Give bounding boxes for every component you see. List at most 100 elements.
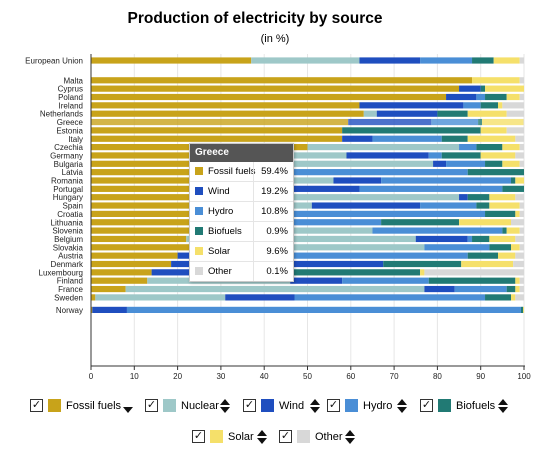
bar-segment[interactable]: [489, 202, 520, 209]
bar-segment[interactable]: [480, 127, 507, 134]
bar-segment[interactable]: [307, 144, 460, 151]
bar-segment[interactable]: [467, 235, 473, 243]
bar-segment[interactable]: [415, 235, 468, 243]
bar-segment[interactable]: [502, 144, 520, 151]
checkbox[interactable]: ✓: [279, 430, 292, 443]
bar-segment[interactable]: [91, 152, 286, 159]
bar-segment[interactable]: [459, 194, 468, 201]
bar-segment[interactable]: [383, 260, 462, 268]
bar-segment[interactable]: [506, 285, 516, 293]
bar-segment[interactable]: [92, 306, 127, 313]
bar-segment[interactable]: [91, 294, 96, 301]
bar-segment[interactable]: [372, 135, 442, 142]
bar-segment[interactable]: [506, 110, 524, 117]
bar-segment[interactable]: [472, 77, 520, 84]
sort-icon[interactable]: [498, 398, 508, 414]
bar-segment[interactable]: [441, 152, 481, 159]
bar-segment[interactable]: [519, 227, 524, 234]
bar-segment[interactable]: [515, 210, 520, 217]
bar-segment[interactable]: [207, 210, 486, 217]
sort-icon[interactable]: [220, 398, 230, 414]
bar-segment[interactable]: [519, 285, 524, 293]
bar-segment[interactable]: [125, 285, 425, 293]
checkbox[interactable]: ✓: [420, 399, 433, 412]
checkbox[interactable]: ✓: [327, 399, 340, 412]
bar-segment[interactable]: [502, 227, 507, 234]
checkbox[interactable]: ✓: [243, 399, 256, 412]
checkbox[interactable]: ✓: [145, 399, 158, 412]
bar-segment[interactable]: [420, 269, 425, 276]
bar-segment[interactable]: [476, 144, 503, 151]
bar-segment[interactable]: [472, 57, 494, 64]
bar-segment[interactable]: [485, 85, 524, 92]
bar-segment[interactable]: [428, 277, 516, 284]
bar-segment[interactable]: [91, 93, 447, 101]
bar-segment[interactable]: [476, 93, 486, 101]
bar-segment[interactable]: [359, 57, 421, 64]
bar-segment[interactable]: [519, 160, 524, 167]
bar-segment[interactable]: [424, 285, 455, 293]
bar-segment[interactable]: [126, 306, 521, 313]
bar-segment[interactable]: [220, 252, 468, 259]
bar-segment[interactable]: [91, 306, 93, 313]
bar-segment[interactable]: [91, 219, 195, 226]
bar-segment[interactable]: [519, 57, 524, 64]
bar-segment[interactable]: [472, 235, 490, 243]
bar-segment[interactable]: [515, 177, 524, 184]
bar-segment[interactable]: [506, 127, 524, 134]
sort-descending-icon[interactable]: [123, 398, 133, 414]
bar-segment[interactable]: [515, 285, 520, 293]
bar-segment[interactable]: [91, 127, 343, 134]
bar-segment[interactable]: [485, 160, 503, 167]
bar-segment[interactable]: [91, 210, 208, 217]
bar-segment[interactable]: [376, 110, 438, 117]
bar-segment[interactable]: [515, 235, 524, 243]
bar-segment[interactable]: [91, 85, 460, 92]
bar-segment[interactable]: [515, 252, 524, 259]
bar-segment[interactable]: [255, 177, 334, 184]
bar-segment[interactable]: [480, 85, 486, 92]
bar-segment[interactable]: [342, 277, 429, 284]
bar-segment[interactable]: [342, 135, 373, 142]
bar-segment[interactable]: [91, 277, 148, 284]
bar-segment[interactable]: [259, 219, 382, 226]
bar-segment[interactable]: [476, 202, 490, 209]
bar-segment[interactable]: [251, 185, 360, 192]
bar-segment[interactable]: [91, 260, 172, 268]
bar-segment[interactable]: [520, 306, 524, 313]
bar-segment[interactable]: [242, 194, 460, 201]
bar-segment[interactable]: [381, 219, 460, 226]
bar-segment[interactable]: [502, 160, 520, 167]
bar-segment[interactable]: [446, 93, 477, 101]
bar-segment[interactable]: [91, 244, 191, 251]
bar-segment[interactable]: [381, 177, 512, 184]
bar-segment[interactable]: [437, 110, 468, 117]
bar-segment[interactable]: [428, 152, 442, 159]
bar-segment[interactable]: [268, 269, 421, 276]
bar-segment[interactable]: [485, 210, 516, 217]
bar-segment[interactable]: [433, 160, 447, 167]
bar-segment[interactable]: [523, 306, 524, 313]
bar-segment[interactable]: [511, 294, 516, 301]
bar-segment[interactable]: [431, 118, 479, 126]
bar-segment[interactable]: [372, 227, 503, 234]
bar-segment[interactable]: [91, 118, 349, 126]
bar-segment[interactable]: [467, 194, 490, 201]
bar-segment[interactable]: [342, 127, 481, 134]
bar-segment[interactable]: [511, 244, 520, 251]
bar-segment[interactable]: [91, 169, 265, 176]
bar-segment[interactable]: [91, 110, 364, 117]
bar-segment[interactable]: [515, 277, 520, 284]
bar-segment[interactable]: [467, 135, 516, 142]
sort-icon[interactable]: [397, 398, 407, 414]
bar-segment[interactable]: [91, 77, 473, 84]
bar-segment[interactable]: [91, 102, 360, 109]
checkbox[interactable]: ✓: [30, 399, 43, 412]
bar-segment[interactable]: [485, 93, 507, 101]
bar-segment[interactable]: [459, 85, 481, 92]
bar-segment[interactable]: [91, 235, 187, 243]
bar-segment[interactable]: [95, 294, 226, 301]
bar-segment[interactable]: [467, 252, 499, 259]
bar-segment[interactable]: [489, 235, 516, 243]
bar-segment[interactable]: [467, 110, 507, 117]
